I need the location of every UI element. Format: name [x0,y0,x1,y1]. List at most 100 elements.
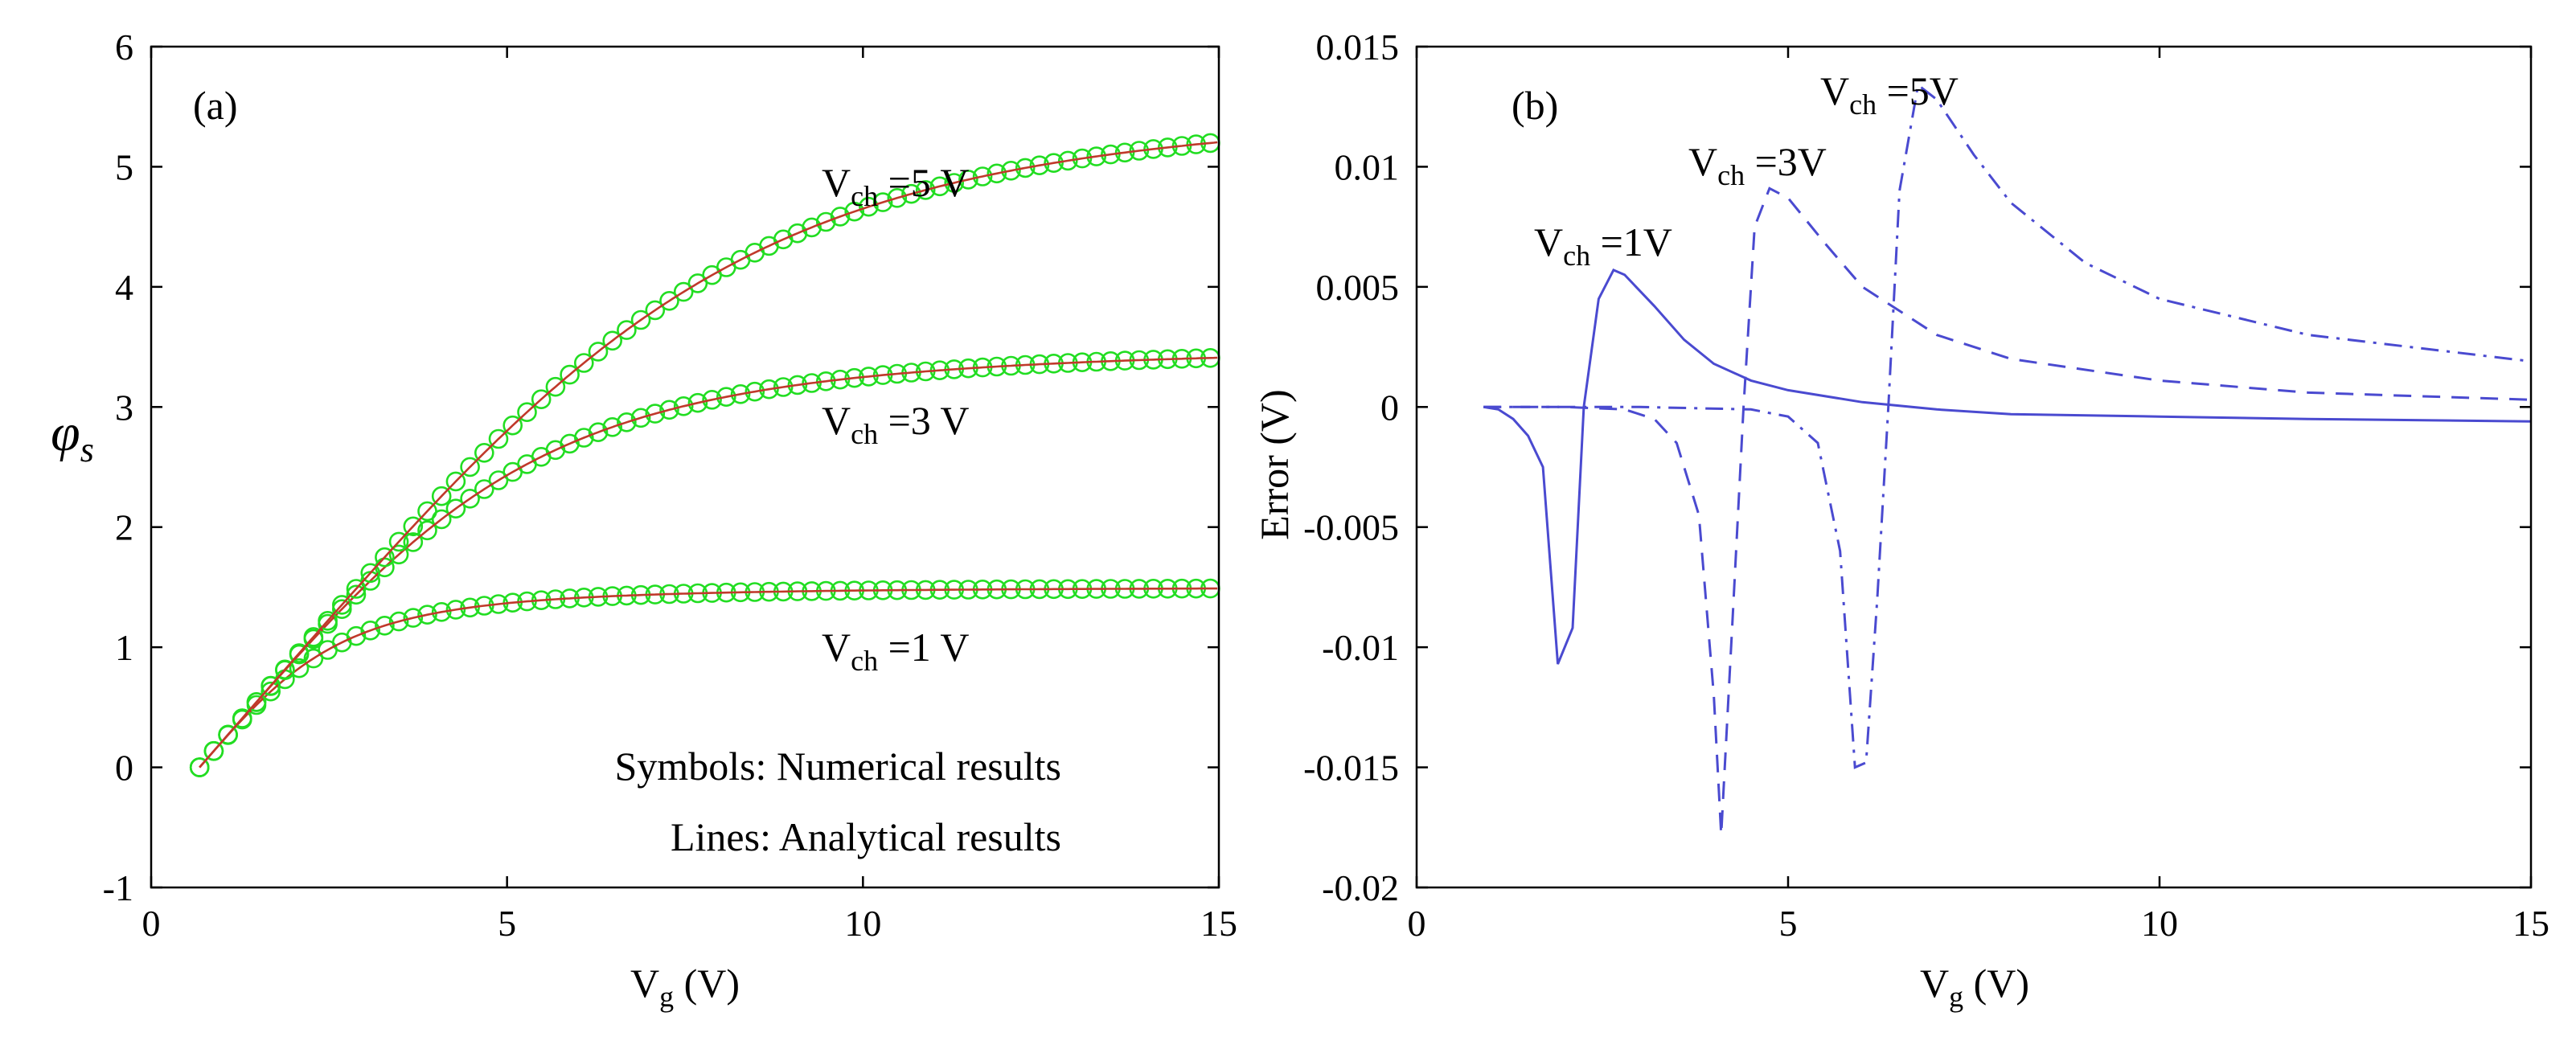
panel-a-series-0-marker [388,611,409,632]
panel-a-series-2-marker [531,389,552,410]
panel-a-series-2-marker [417,501,437,522]
panel-a-series-1-marker [773,377,794,397]
panel-a-x-axis-label-main: V [630,961,659,1006]
panel-a-label-vch3-sub: ch [851,418,878,450]
panel-b-label-vch5-sub: ch [1849,88,1877,121]
panel-a-label-vch5-rest: =5 V [878,160,969,205]
panel-a-series-2-marker [502,415,523,436]
panel-a-plot-frame [150,45,1220,889]
panel-a-series-2-marker [403,516,424,537]
panel-a-series-2-marker [203,740,224,761]
panel-a-series-2-marker [1086,146,1106,166]
panel-b-series-2-line [1483,83,2532,769]
panel-a-series-2-marker [630,309,651,330]
panel-a-series-1-marker [645,404,666,424]
panel-a-y-axis-label-sub: s [80,430,94,469]
panel-b-y-tick-label: 0.005 [1316,267,1400,308]
panel-a-label-vch5-main: V [822,160,851,205]
panel-a-series-2-marker [388,531,409,552]
panel-b-label-vch5-rest: =5V [1877,68,1959,113]
panel-a-series-2-marker [1001,161,1021,181]
panel-b-y-tick-label: -0.005 [1303,507,1399,548]
panel-b-label-vch1-main: V [1534,219,1563,264]
panel-b-label-vch3-rest: =3V [1745,139,1827,184]
panel-a-label-vch3-main: V [822,398,851,443]
panel-a-series-1-marker [602,416,623,437]
panel-a-data-layer [189,133,1220,777]
panel-a-series-2-marker [289,643,310,663]
panel-a-y-axis-label-symbol: φ [51,404,80,462]
panel-b-y-axis-label: Error (V) [1252,389,1297,539]
panel-a-series-1-marker [687,392,708,413]
panel-a-x-tick-label: 15 [1200,903,1237,944]
panel-a-series-2-marker [830,207,851,227]
panel-a-series-1-marker [673,395,694,416]
panel-a-series-1-marker [716,387,736,408]
panel-a-series-2-marker [588,342,609,362]
panel-b-y-tick-label: 0 [1380,387,1399,428]
panel-a-series-2-marker [972,166,993,186]
panel-a-label-vch1-rest: =1 V [878,625,969,670]
panel-b-y-tick-label: 0.01 [1335,146,1400,187]
panel-b-axes-ticks: 0 5 10 15 -0.02 -0.015 -0.01 -0.005 0 0.005 0.01 0.… [1303,27,2549,944]
panel-b-y-tick-label: -0.02 [1322,867,1399,908]
panel-a-series-2-marker [1058,150,1078,171]
panel-a-label-vch5: Vch =5 V [822,160,970,212]
panel-a-series-1-marker [573,428,594,448]
panel-a-series-2-marker [275,659,295,680]
panel-a-series-2-marker [859,196,879,217]
chart-panel-b: 0 5 10 15 -0.02 -0.015 -0.01 -0.005 0 0.005 0.01 0.… [1252,27,2549,1013]
panel-a-series-2-marker [901,183,921,204]
panel-a-series-2-marker [474,442,494,463]
panel-a-x-axis-label-rest: (V) [674,961,740,1006]
panel-a-series-2-marker [887,188,908,208]
panel-a-series-2-marker [431,486,452,506]
panel-b-data-layer [1483,83,2532,835]
panel-a-series-2-marker [1072,148,1093,169]
panel-b-label-vch5: Vch =5V [1820,68,1959,121]
panel-a-series-1-line [199,356,1218,768]
panel-b-x-axis-label-sub: g [1949,981,1963,1013]
panel-a-series-2-marker [872,192,893,212]
panel-b-x-tick-label: 5 [1779,903,1798,944]
panel-a-series-0-marker [431,601,452,622]
panel-b-tag: (b) [1512,83,1558,128]
panel-a-tag: (a) [193,83,238,128]
panel-a-series-0-marker [360,620,381,641]
panel-a-series-2-marker [844,201,864,222]
panel-a-series-1-marker [759,379,779,400]
panel-a-series-1-marker [630,408,651,428]
panel-a-series-1-marker [702,389,722,410]
panel-b-label-vch5-main: V [1820,68,1849,113]
panel-a-series-2-marker [260,675,281,696]
panel-a-series-2-marker [545,376,566,397]
panel-a-series-0-marker [445,600,466,620]
panel-a-series-2-marker [1044,153,1064,173]
panel-a-series-2-marker [517,402,537,423]
panel-a-series-1-marker [787,375,808,395]
panel-b-x-axis-label-main: V [1920,961,1949,1006]
panel-a-series-2-marker [460,457,480,477]
panel-a-series-2-marker [246,691,267,712]
panel-a-series-0-marker [260,681,281,702]
panel-b-label-vch3-main: V [1688,139,1717,184]
panel-a-y-tick-label: 4 [115,267,133,308]
panel-a-series-2-marker [218,724,238,745]
panel-a-series-1-marker [816,371,836,391]
panel-a-y-tick-label: 6 [115,27,133,68]
panel-a-label-vch1-main: V [822,625,851,670]
panel-a-series-1-marker [744,381,765,402]
panel-a-series-1-marker [346,584,367,605]
panel-a-legend-lines: Lines: Analytical results [671,814,1061,859]
panel-a-label-vch5-sub: ch [851,180,878,212]
panel-a-series-0-marker [346,625,367,646]
panel-a-label-vch3: Vch =3 V [822,398,970,450]
panel-a-series-0-marker [417,605,437,625]
panel-a-series-2-marker [958,170,978,190]
panel-b-x-tick-label: 15 [2512,903,2549,944]
panel-b-series-0-line [1483,268,2532,665]
panel-b-label-vch3: Vch =3V [1688,139,1827,191]
panel-a-series-1-marker [474,479,494,499]
panel-a-label-vch1: Vch =1 V [822,625,970,677]
